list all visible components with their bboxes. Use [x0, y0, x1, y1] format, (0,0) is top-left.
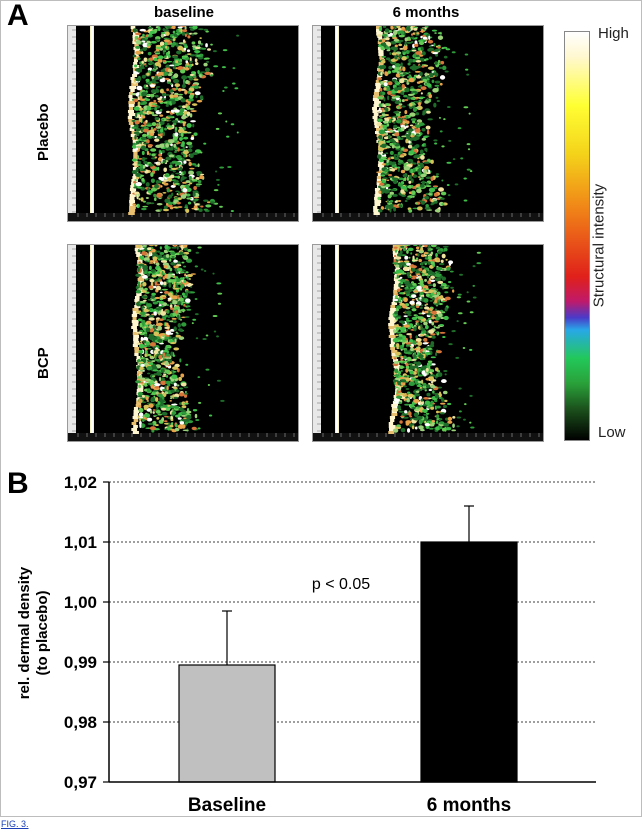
p-value-annotation: p < 0.05: [312, 576, 370, 593]
column-label-6-months: 6 months: [392, 4, 460, 21]
colorbar-high-label: High: [598, 25, 629, 42]
ultrasound-image-placebo-6-months: [312, 25, 544, 222]
panel-b-letter: B: [7, 467, 29, 500]
y-tick-label: 0,99: [64, 653, 97, 672]
axes: [108, 482, 596, 783]
ultrasound-image-bcp-baseline: [67, 244, 299, 442]
y-tick-label: 0,98: [64, 713, 97, 732]
bar-6-months: [420, 541, 518, 783]
intensity-colorbar: [564, 31, 590, 441]
y-tick-label: 1,00: [64, 593, 97, 612]
y-tick-labels: 0,97 0,98 0,99 1,00 1,01 1,02: [64, 473, 109, 792]
ultrasound-image-placebo-baseline: [67, 25, 299, 222]
colorbar-title: Structural intensity: [590, 183, 608, 308]
y-tick-label: 1,02: [64, 473, 97, 492]
colorbar-low-label: Low: [598, 424, 626, 441]
panel-a-letter: A: [7, 0, 29, 32]
bars: [178, 505, 518, 783]
bar-chart: 0,97 0,98 0,99 1,00 1,01 1,02 Baseline 6 month…: [16, 473, 596, 816]
bar-baseline: [178, 664, 276, 783]
figure-link[interactable]: FIG. 3.: [1, 819, 29, 829]
y-tick-label: 0,97: [64, 773, 97, 792]
row-label-placebo: Placebo: [35, 103, 52, 161]
x-category-label: 6 months: [427, 795, 511, 816]
x-category-labels: Baseline 6 months: [188, 795, 511, 816]
y-axis-label-line2: (to placebo): [34, 590, 51, 675]
row-label-bcp: BCP: [35, 347, 52, 379]
ultrasound-image-bcp-6-months: [312, 244, 544, 442]
x-category-label: Baseline: [188, 795, 266, 816]
y-axis-label-line1: rel. dermal density: [16, 566, 33, 699]
column-label-baseline: baseline: [153, 4, 215, 21]
y-tick-label: 1,01: [64, 533, 97, 552]
